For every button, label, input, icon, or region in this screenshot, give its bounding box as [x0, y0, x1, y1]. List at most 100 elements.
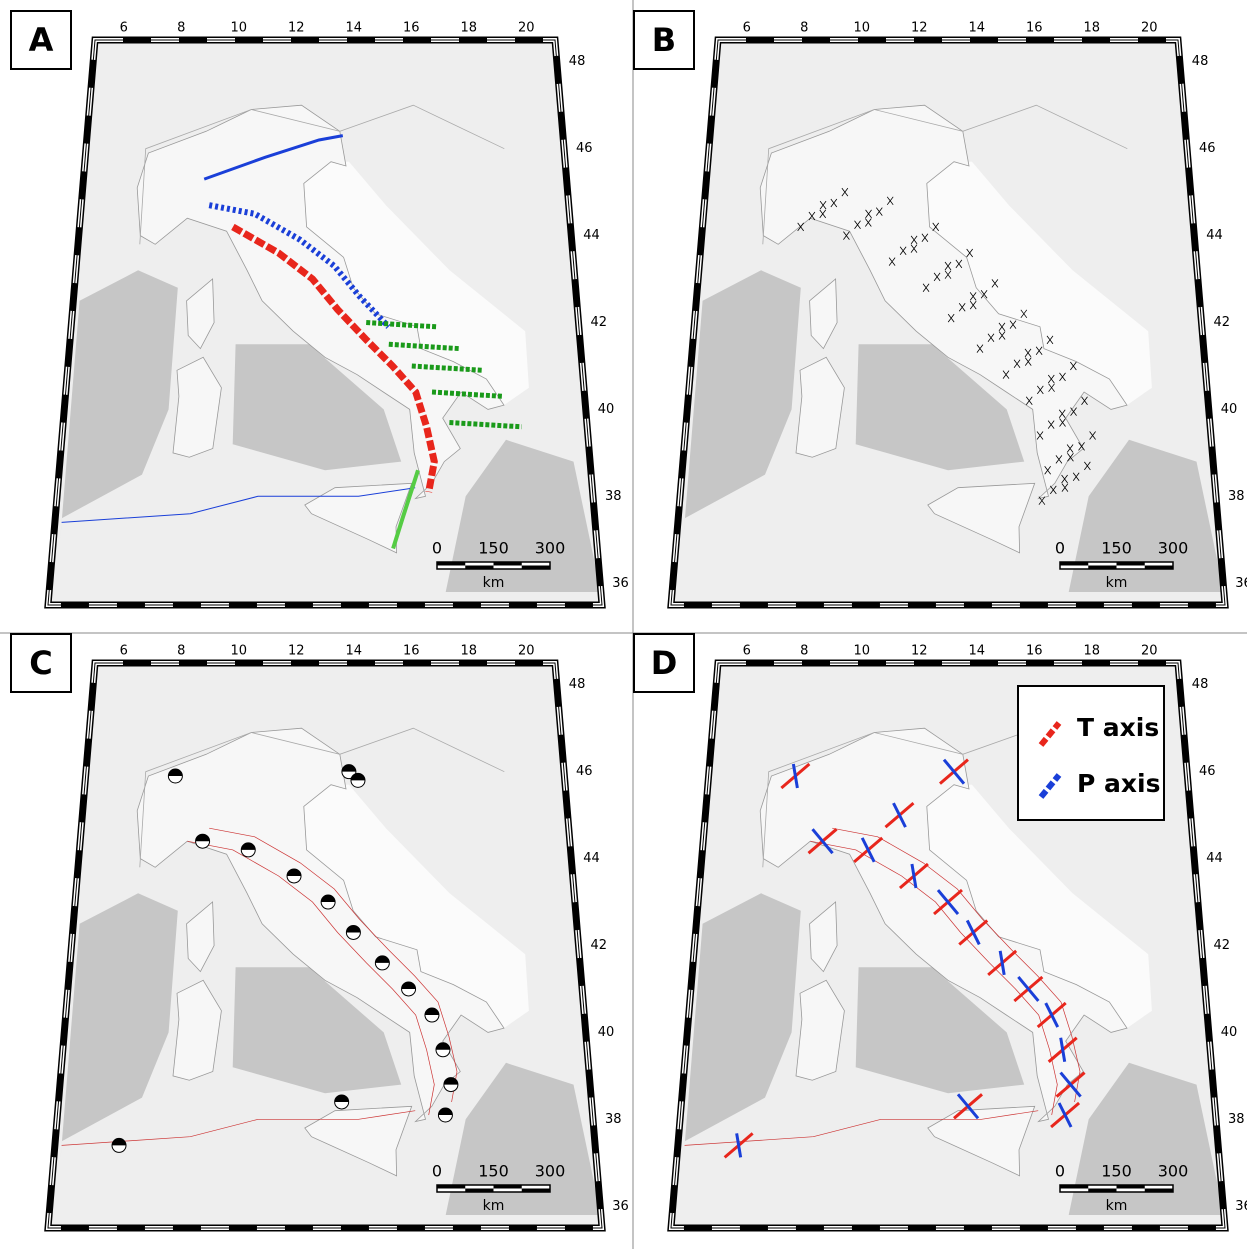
- longitude-label: 20: [1141, 21, 1158, 36]
- scale-bar-segment: [465, 1189, 493, 1193]
- longitude-label: 16: [403, 21, 420, 36]
- latitude-label: 36: [1235, 1199, 1247, 1214]
- latitude-label: 40: [598, 1025, 615, 1040]
- longitude-label: 8: [177, 21, 185, 36]
- longitude-label: 12: [288, 21, 305, 36]
- longitude-label: 20: [1141, 644, 1158, 659]
- longitude-label: 12: [288, 644, 305, 659]
- latitude-label: 42: [591, 315, 608, 330]
- longitude-label: 16: [403, 644, 420, 659]
- scale-bar-label: 300: [535, 1162, 566, 1181]
- figure: 6 8 10 12 14 16 18 20 48 46 44 42 40 38 36 0 150 300 km A 6 8…: [0, 0, 1247, 1249]
- longitude-label: 18: [460, 21, 477, 36]
- scale-bar-label: 150: [478, 539, 509, 558]
- scale-bar-segment: [1117, 562, 1145, 566]
- scale-bar-label: 150: [1101, 539, 1132, 558]
- latitude-label: 38: [1228, 489, 1245, 504]
- latitude-label: 44: [1206, 228, 1223, 243]
- latitude-label: 44: [1206, 851, 1223, 866]
- latitude-label: 46: [576, 764, 593, 779]
- map-panel: T axis P axis 6 8 10 12 14 16 18 20 48 46 44 42 40 38 36…: [634, 634, 1247, 1228]
- longitude-label: 16: [1026, 21, 1043, 36]
- legend-box: [1018, 686, 1164, 820]
- latitude-label: 46: [1199, 141, 1216, 156]
- scale-bar-segment: [494, 1185, 522, 1189]
- latitude-label: 48: [1192, 54, 1209, 69]
- scale-bar-unit: km: [483, 1198, 505, 1214]
- scale-bar-segment: [1117, 1185, 1145, 1189]
- panel-label: B: [652, 21, 676, 59]
- longitude-label: 12: [911, 21, 928, 36]
- scale-bar-segment: [1060, 562, 1088, 566]
- scale-bar-segment: [1088, 1189, 1116, 1193]
- latitude-label: 38: [605, 1112, 622, 1127]
- longitude-label: 14: [968, 644, 985, 659]
- longitude-label: 12: [911, 644, 928, 659]
- longitude-label: 8: [800, 21, 808, 36]
- longitude-label: 6: [743, 21, 751, 36]
- scale-bar-segment: [522, 1189, 550, 1193]
- scale-bar-label: 0: [432, 539, 442, 558]
- longitude-label: 18: [1083, 21, 1100, 36]
- latitude-label: 36: [612, 576, 629, 591]
- latitude-label: 36: [1235, 576, 1247, 591]
- scale-bar-label: 300: [535, 539, 566, 558]
- longitude-label: 16: [1026, 644, 1043, 659]
- map-panel: 6 8 10 12 14 16 18 20 48 46 44 42 40 38 36 0 150 300 km B: [634, 11, 1247, 605]
- scale-bar-segment: [437, 562, 465, 566]
- longitude-label: 6: [120, 644, 128, 659]
- longitude-label: 10: [230, 644, 247, 659]
- scale-bar-segment: [1088, 566, 1116, 570]
- scale-bar-label: 300: [1158, 539, 1189, 558]
- longitude-label: 10: [230, 21, 247, 36]
- latitude-label: 46: [1199, 764, 1216, 779]
- panel-label: C: [29, 644, 52, 682]
- longitude-label: 18: [1083, 644, 1100, 659]
- longitude-label: 6: [120, 21, 128, 36]
- scale-bar-segment: [1145, 1189, 1173, 1193]
- latitude-label: 46: [576, 141, 593, 156]
- latitude-label: 42: [1214, 315, 1231, 330]
- longitude-label: 8: [177, 644, 185, 659]
- scale-bar-segment: [1060, 1185, 1088, 1189]
- longitude-label: 6: [743, 644, 751, 659]
- scale-bar-unit: km: [1106, 1198, 1128, 1214]
- longitude-label: 18: [460, 644, 477, 659]
- legend-label: P axis: [1077, 769, 1160, 798]
- latitude-label: 36: [612, 1199, 629, 1214]
- longitude-label: 20: [518, 644, 535, 659]
- longitude-label: 10: [853, 644, 870, 659]
- latitude-label: 42: [1214, 938, 1231, 953]
- panel-label: A: [29, 21, 54, 59]
- map-panel: 6 8 10 12 14 16 18 20 48 46 44 42 40 38 36 0 150 300 km A: [11, 11, 629, 605]
- longitude-label: 10: [853, 21, 870, 36]
- longitude-label: 14: [968, 21, 985, 36]
- latitude-label: 48: [569, 54, 586, 69]
- scale-bar-unit: km: [1106, 575, 1128, 591]
- latitude-label: 44: [583, 228, 600, 243]
- latitude-label: 38: [605, 489, 622, 504]
- scale-bar-label: 150: [478, 1162, 509, 1181]
- latitude-label: 40: [1221, 402, 1238, 417]
- scale-bar-segment: [465, 566, 493, 570]
- scale-bar-unit: km: [483, 575, 505, 591]
- scale-bar-label: 0: [432, 1162, 442, 1181]
- legend: T axis P axis: [1018, 686, 1164, 820]
- scale-bar-label: 0: [1055, 539, 1065, 558]
- longitude-label: 8: [800, 644, 808, 659]
- panel-label: D: [651, 644, 678, 682]
- scale-bar-label: 150: [1101, 1162, 1132, 1181]
- latitude-label: 44: [583, 851, 600, 866]
- scale-bar-label: 300: [1158, 1162, 1189, 1181]
- latitude-label: 48: [1192, 677, 1209, 692]
- longitude-label: 20: [518, 21, 535, 36]
- latitude-label: 40: [1221, 1025, 1238, 1040]
- latitude-label: 42: [591, 938, 608, 953]
- longitude-label: 14: [345, 644, 362, 659]
- scale-bar-segment: [494, 562, 522, 566]
- longitude-label: 14: [345, 21, 362, 36]
- latitude-label: 38: [1228, 1112, 1245, 1127]
- latitude-label: 40: [598, 402, 615, 417]
- legend-label: T axis: [1077, 713, 1159, 742]
